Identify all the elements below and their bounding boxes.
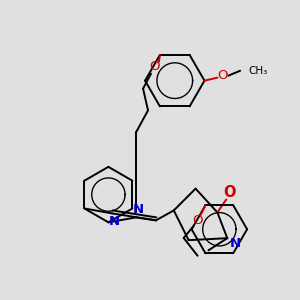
Text: N: N [230, 237, 241, 250]
Text: O: O [217, 69, 228, 82]
Text: O: O [150, 60, 160, 73]
Text: N: N [109, 215, 120, 228]
Text: CH₃: CH₃ [248, 66, 267, 76]
Text: O: O [192, 214, 203, 226]
Text: N: N [133, 203, 144, 216]
Text: O: O [223, 185, 236, 200]
